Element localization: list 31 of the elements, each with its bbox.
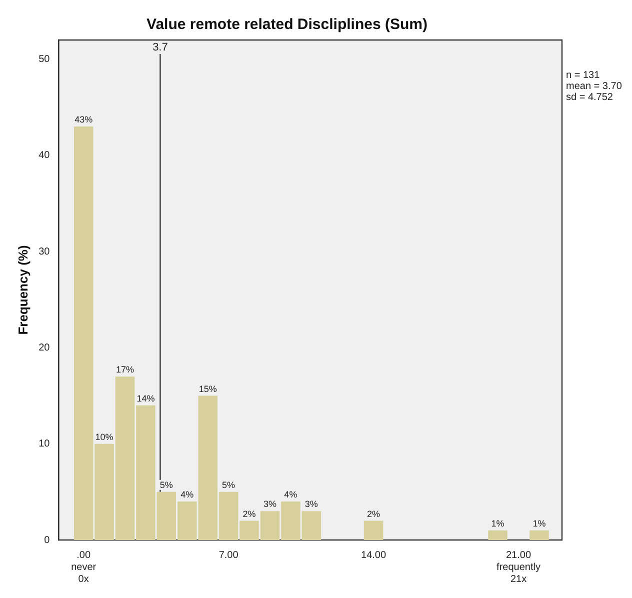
data-label: 2% [242, 508, 256, 519]
data-label: 10% [95, 432, 114, 442]
data-label: 2% [367, 508, 380, 519]
y-tick-label: 20 [38, 342, 50, 354]
data-label: 17% [116, 364, 134, 375]
data-label: 4% [284, 490, 298, 500]
data-label: 14% [136, 393, 155, 404]
y-tick-label: 40 [38, 150, 50, 162]
data-label: 5% [222, 480, 236, 490]
x-tick-label: .00 never 0x [71, 550, 97, 585]
x-tick-label: 14.00 [361, 550, 386, 561]
data-label: 3% [304, 499, 318, 510]
data-label: 15% [198, 384, 217, 394]
x-tick-label: 21.00 frequently 21x [496, 550, 540, 585]
y-axis-title: Frequency (%) [15, 245, 30, 335]
y-tick-label: 0 [44, 534, 50, 546]
data-label: 3% [263, 499, 276, 510]
text: mean = 3.70 [566, 80, 622, 92]
text: n = 131 [566, 70, 600, 81]
data-label: 4% [180, 490, 194, 500]
data-label: 43% [74, 114, 93, 125]
text: sd = 4.752 [566, 92, 614, 103]
y-tick-label: 30 [38, 246, 50, 258]
y-tick-label: 50 [38, 54, 50, 65]
y-tick-label: 10 [38, 438, 50, 450]
data-label: 5% [160, 480, 173, 490]
data-label: 1% [491, 518, 504, 528]
ref-line-label: 3.7 [152, 42, 168, 54]
chart-title: Value remote related Discliplines (Sum) [146, 16, 428, 34]
x-tick-label: 7.00 [218, 550, 239, 561]
data-label: 1% [532, 518, 546, 528]
